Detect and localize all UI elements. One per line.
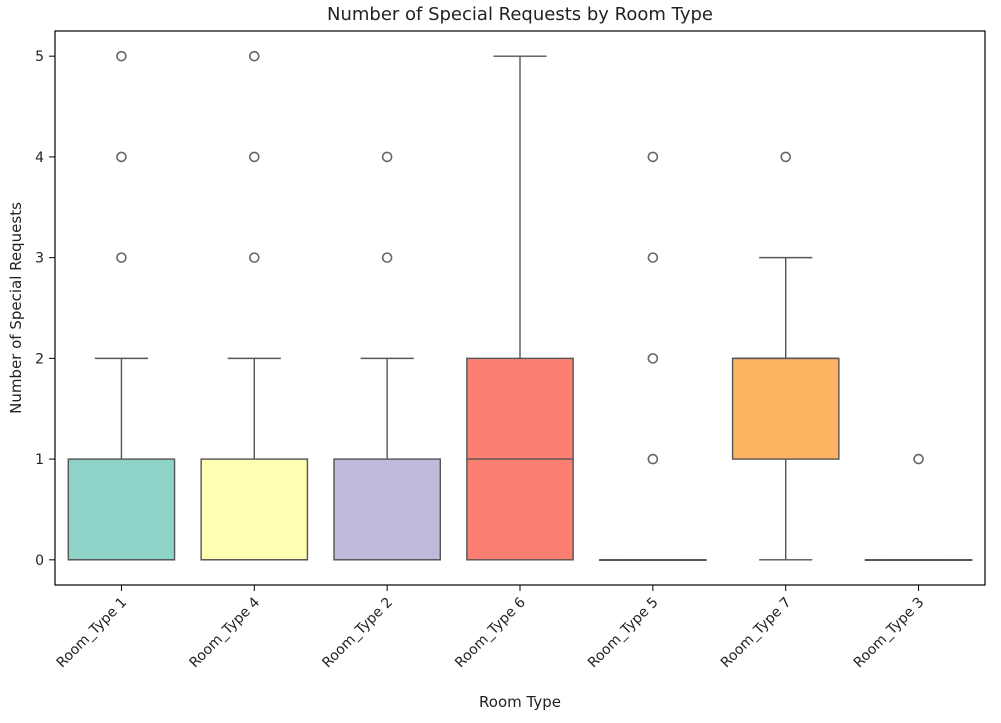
box-iqr — [731, 357, 840, 460]
box-iqr — [333, 458, 441, 561]
x-tick-label: Room_Type 1 — [54, 595, 131, 672]
outlier-point — [780, 151, 792, 163]
chart-title: Number of Special Requests by Room Type — [327, 4, 713, 25]
outlier-point — [647, 453, 659, 465]
y-tick-label: 1 — [35, 452, 44, 468]
x-tick-label: Room_Type 7 — [718, 595, 795, 672]
plot-area: 0 1 2 3 4 5 Room_Type 1 Room_Type 4 Room_Type 2 R… — [35, 30, 986, 672]
outlier-point — [116, 50, 127, 62]
box-iqr — [200, 458, 309, 561]
outlier-point — [647, 151, 659, 163]
y-axis-title: Number of Special Requests — [7, 202, 25, 414]
x-tick-label: Room_Type 2 — [319, 595, 396, 672]
outlier-point — [248, 252, 260, 263]
y-tick-label: 4 — [35, 150, 44, 166]
outlier-point — [381, 151, 393, 163]
y-tick-label: 3 — [35, 251, 44, 267]
x-tick-label: Room_Type 3 — [851, 595, 928, 672]
outlier-point — [913, 453, 924, 465]
y-tick-label: 2 — [35, 351, 44, 367]
outlier-point — [647, 252, 659, 263]
x-tick-label: Room_Type 6 — [452, 594, 529, 671]
x-tick-label: Room_Type 4 — [186, 594, 263, 671]
outlier-point — [381, 252, 393, 263]
outlier-point — [248, 151, 260, 163]
y-tick-label: 5 — [35, 49, 44, 65]
outlier-point — [116, 151, 127, 163]
outlier-point — [116, 252, 127, 263]
outlier-point — [248, 50, 260, 62]
box-iqr — [67, 458, 176, 561]
y-tick-label: 0 — [35, 553, 44, 569]
outlier-point — [647, 353, 659, 364]
x-tick-label: Room_Type 5 — [585, 595, 662, 672]
x-axis-title: Room Type — [479, 693, 561, 711]
